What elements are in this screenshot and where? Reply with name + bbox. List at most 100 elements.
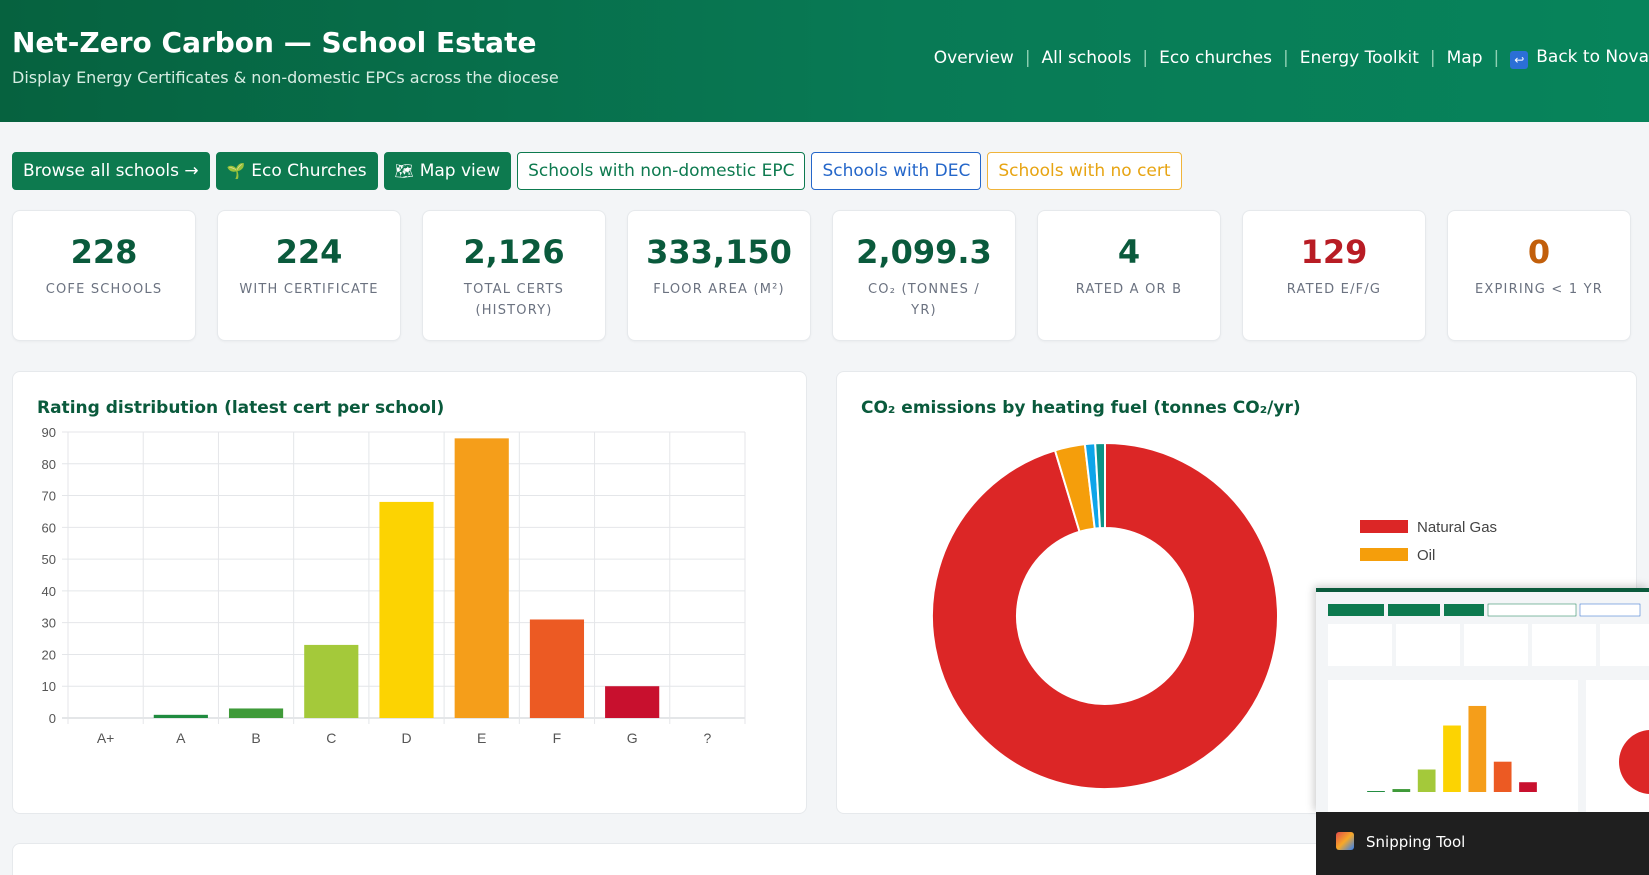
bar-C [304, 644, 359, 718]
page-subtitle: Display Energy Certificates & non-domest… [12, 68, 559, 87]
y-tick-label: 60 [42, 520, 56, 535]
stat-value: 2,126 [463, 233, 565, 271]
nav-map[interactable]: Map [1446, 48, 1483, 68]
legend-swatch [1360, 520, 1408, 533]
bar-A [153, 714, 208, 718]
donut-slice [1094, 441, 1106, 530]
stat-label: With certificate [239, 282, 379, 297]
bar-G [605, 686, 660, 718]
nav-back-to-nova[interactable]: Back to Nova [1536, 47, 1649, 67]
y-tick-label: 80 [42, 457, 56, 472]
stat-label: Rated A or B [1075, 282, 1183, 297]
nav-back-link[interactable]: ↩ Back to Nova [1510, 47, 1649, 69]
y-tick-label: 0 [49, 711, 56, 726]
y-tick-label: 70 [42, 489, 56, 504]
x-tick-label: D [401, 730, 411, 746]
thumbnail-bar [1443, 725, 1461, 792]
thumbnail-bar [1493, 761, 1512, 792]
browse-label: Browse all schools → [23, 161, 199, 181]
co2-donut-chart: Natural Gas Oil [931, 441, 1497, 790]
rating-distribution-panel: Rating distribution (latest cert per sch… [12, 371, 807, 814]
schools-epc-button[interactable]: Schools with non-domestic EPC [517, 152, 806, 190]
stat-label: Rated E/F/G [1286, 282, 1382, 297]
stat-card: 129 Rated E/F/G [1242, 210, 1426, 341]
snip-thumbnail-preview[interactable] [1316, 588, 1649, 813]
stat-card: 0 Expiring < 1 yr [1447, 210, 1631, 341]
nav-separator: | [1142, 48, 1149, 68]
stat-value: 333,150 [646, 233, 792, 271]
eco-label: Eco Churches [251, 161, 367, 181]
map-view-button[interactable]: 🗺 Map view [383, 152, 512, 190]
legend-label: Natural Gas [1417, 519, 1497, 536]
thumbnail-bar [1367, 791, 1385, 792]
co2-chart-title: CO₂ emissions by heating fuel (tonnes CO… [861, 398, 1301, 418]
y-tick-label: 40 [42, 584, 56, 599]
nav-separator: | [1493, 48, 1500, 68]
y-tick-label: 90 [42, 425, 56, 440]
stat-card: 333,150 Floor area (m²) [627, 210, 811, 341]
stat-value: 2,099.3 [856, 233, 992, 271]
nav-energy-toolkit[interactable]: Energy Toolkit [1299, 48, 1419, 68]
stat-value: 129 [1300, 233, 1368, 271]
rating-bar-chart: 0 10 20 30 40 50 60 70 80 90 A+ A B C D E F G? [42, 425, 746, 746]
stat-card: 4 Rated A or B [1037, 210, 1221, 341]
y-tick-label: 10 [42, 679, 56, 694]
nocert-label: Schools with no cert [998, 161, 1171, 181]
schools-dec-button[interactable]: Schools with DEC [811, 152, 982, 190]
nav-separator: | [1429, 48, 1436, 68]
stat-label: Expiring < 1 yr [1475, 282, 1603, 297]
dec-label: Schools with DEC [822, 161, 971, 181]
stat-value: 4 [1117, 233, 1141, 271]
stat-label: CofE Schools [45, 282, 163, 297]
nav-separator: | [1282, 48, 1289, 68]
return-arrow-icon: ↩ [1510, 51, 1529, 69]
donut-slice [931, 441, 1279, 790]
x-tick-label: E [477, 730, 486, 746]
map-icon: 🗺 [394, 162, 414, 180]
x-tick-label: F [553, 730, 562, 746]
stat-value: 224 [275, 233, 343, 271]
thumbnail-bar [1392, 789, 1411, 792]
y-tick-label: 50 [42, 552, 56, 567]
stat-label: Floor area (m²) [653, 282, 785, 297]
thumbnail-bar [1417, 769, 1436, 792]
thumbnail-image [1328, 603, 1649, 813]
bar-D [379, 501, 434, 718]
stat-card: 2,099.3 CO₂ (tonnes / yr) [832, 210, 1016, 341]
stat-card: 2,126 Total certs (history) [422, 210, 606, 341]
snipping-tool-label: Snipping Tool [1366, 833, 1466, 851]
nav-overview[interactable]: Overview [933, 48, 1014, 68]
map-label: Map view [419, 161, 501, 181]
stat-label: Total certs (history) [463, 282, 565, 318]
stat-value: 228 [70, 233, 138, 271]
browse-all-schools-button[interactable]: Browse all schools → [12, 152, 210, 190]
x-tick-label: ? [703, 730, 711, 746]
stat-label: CO₂ (tonnes / yr) [868, 282, 980, 318]
rating-chart-title: Rating distribution (latest cert per sch… [37, 398, 445, 418]
epc-label: Schools with non-domestic EPC [528, 161, 795, 181]
snipping-tool-icon [1336, 832, 1354, 850]
page-title: Net-Zero Carbon — School Estate [12, 26, 537, 59]
nav-eco-churches[interactable]: Eco churches [1159, 48, 1272, 68]
nav-all-schools[interactable]: All schools [1041, 48, 1132, 68]
stats-row: 228 CofE Schools 224 With certificate 2,12… [12, 210, 1631, 341]
x-tick-label: B [251, 730, 260, 746]
stat-value: 0 [1527, 233, 1551, 271]
seedling-icon: 🌱 [226, 162, 246, 180]
stat-card: 228 CofE Schools [12, 210, 196, 341]
legend-label: Oil [1417, 547, 1435, 564]
schools-no-cert-button[interactable]: Schools with no cert [987, 152, 1182, 190]
x-tick-label: A [176, 730, 186, 746]
bar-F [529, 619, 585, 718]
bar-B [228, 708, 284, 718]
action-buttons: Browse all schools → 🌱 Eco Churches 🗺 Map … [12, 152, 1182, 190]
snipping-tool-notification[interactable]: Snipping Tool [1316, 812, 1649, 875]
y-tick-label: 20 [42, 647, 56, 662]
thumbnail-bar [1468, 705, 1487, 792]
nav-separator: | [1024, 48, 1031, 68]
eco-churches-button[interactable]: 🌱 Eco Churches [215, 152, 378, 190]
y-tick-label: 30 [42, 616, 56, 631]
x-tick-label: A+ [97, 730, 115, 746]
thumbnail-bar [1519, 782, 1537, 792]
top-nav: Overview | All schools | Eco churches | … [934, 47, 1649, 69]
